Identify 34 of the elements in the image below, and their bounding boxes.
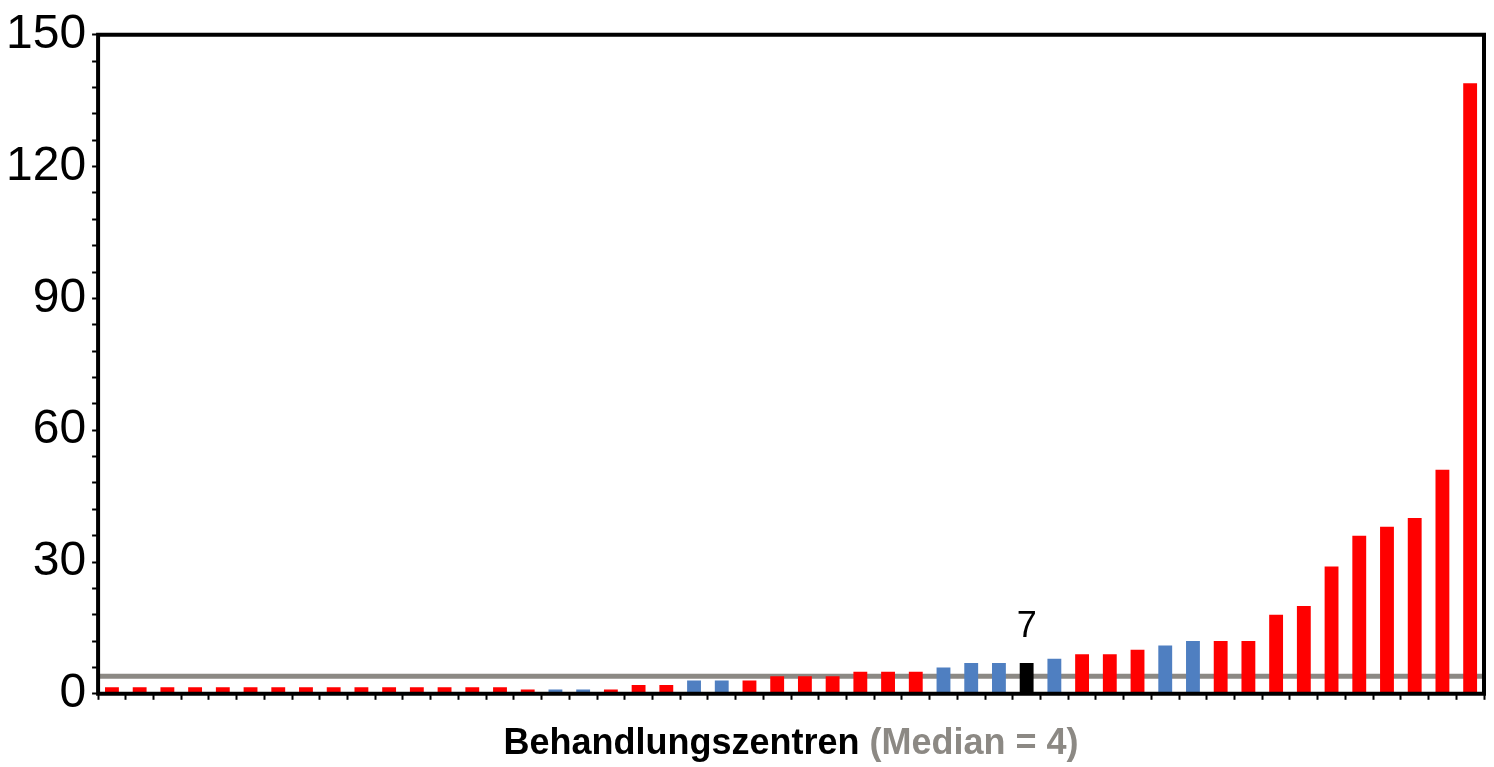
x-axis-title: Behandlungszentren [503, 720, 860, 762]
bar [1075, 654, 1090, 694]
bar [936, 667, 951, 694]
bar [1241, 641, 1256, 694]
bar [881, 671, 895, 694]
bar [1158, 645, 1173, 694]
bar [797, 676, 812, 694]
bar [1269, 614, 1284, 694]
bar [853, 671, 868, 694]
bar [1213, 641, 1228, 694]
bar [825, 676, 840, 694]
y-tick-label: 150 [5, 5, 87, 59]
bar [964, 663, 979, 694]
bar [992, 663, 1006, 694]
ref-line-label: (Median = 4) [869, 720, 1079, 762]
y-tick-label: 60 [32, 400, 87, 454]
bar [1047, 658, 1062, 694]
bar [1130, 649, 1145, 694]
bar [1435, 469, 1450, 694]
bar [908, 671, 923, 694]
y-tick-label: 90 [32, 268, 87, 322]
bar [1407, 518, 1422, 694]
bar [1352, 535, 1367, 694]
data-label: 7 [1016, 603, 1037, 645]
bar [1186, 641, 1200, 694]
bar [1296, 605, 1311, 694]
bar [1463, 83, 1478, 694]
y-tick-label: 120 [5, 136, 87, 190]
y-tick-label: 30 [32, 532, 87, 586]
bar [1102, 654, 1117, 694]
bar [1380, 526, 1394, 694]
y-tick-label: 0 [59, 664, 87, 718]
bar [1324, 566, 1339, 694]
bar [770, 676, 785, 694]
